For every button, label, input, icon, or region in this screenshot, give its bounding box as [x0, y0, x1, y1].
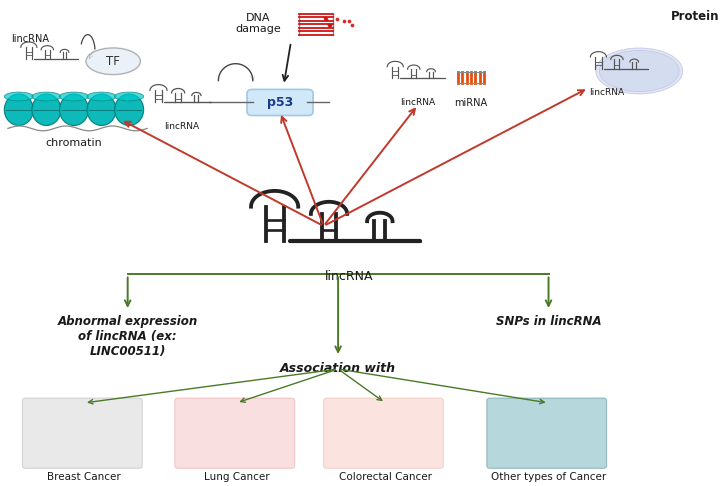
- Text: SNPs in lincRNA: SNPs in lincRNA: [496, 315, 601, 328]
- FancyBboxPatch shape: [247, 89, 313, 116]
- Text: Other types of Cancer: Other types of Cancer: [491, 472, 606, 482]
- Ellipse shape: [599, 51, 679, 91]
- Text: DNA
damage: DNA damage: [236, 13, 281, 35]
- Ellipse shape: [87, 92, 116, 101]
- Ellipse shape: [4, 94, 33, 125]
- Text: TF: TF: [106, 55, 120, 68]
- Text: lincRNA: lincRNA: [401, 98, 435, 106]
- Ellipse shape: [86, 48, 140, 74]
- Text: miRNA: miRNA: [454, 98, 487, 107]
- Text: Colorectal Cancer: Colorectal Cancer: [339, 472, 432, 482]
- Ellipse shape: [595, 48, 683, 94]
- Ellipse shape: [60, 92, 89, 101]
- FancyBboxPatch shape: [324, 398, 443, 469]
- Text: lincRNA: lincRNA: [12, 35, 49, 44]
- Text: chromatin: chromatin: [46, 138, 103, 148]
- FancyBboxPatch shape: [174, 398, 294, 469]
- Text: lincRNA: lincRNA: [589, 88, 624, 97]
- Text: Lung Cancer: Lung Cancer: [204, 472, 269, 482]
- Text: Protein: Protein: [670, 10, 719, 23]
- Text: p53: p53: [267, 96, 293, 109]
- Text: Abnormal expression
of lincRNA (ex:
LINC00511): Abnormal expression of lincRNA (ex: LINC…: [57, 315, 198, 358]
- Ellipse shape: [115, 94, 144, 125]
- Ellipse shape: [60, 94, 89, 125]
- Text: lincRNA: lincRNA: [325, 270, 373, 283]
- Text: Breast Cancer: Breast Cancer: [47, 472, 121, 482]
- Ellipse shape: [87, 94, 116, 125]
- Ellipse shape: [32, 94, 61, 125]
- Text: Association with: Association with: [280, 362, 396, 375]
- FancyBboxPatch shape: [23, 398, 142, 469]
- Ellipse shape: [4, 92, 33, 101]
- FancyBboxPatch shape: [487, 398, 606, 469]
- Ellipse shape: [32, 92, 61, 101]
- Text: lincRNA: lincRNA: [164, 122, 200, 131]
- Ellipse shape: [115, 92, 144, 101]
